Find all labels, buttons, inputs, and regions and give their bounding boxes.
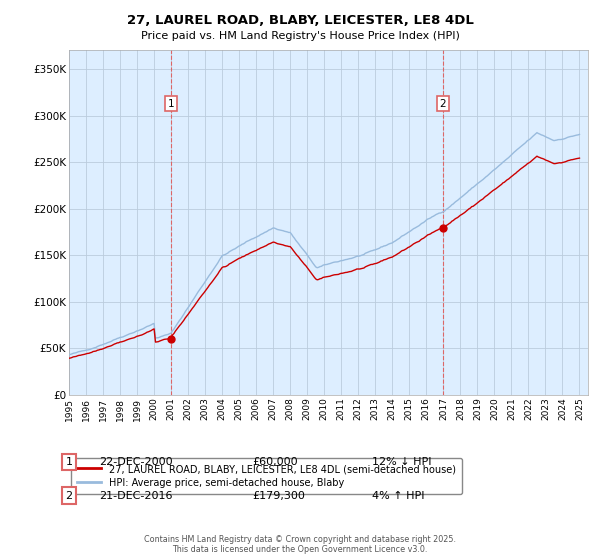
Text: 22-DEC-2000: 22-DEC-2000 [99, 457, 173, 467]
Text: Price paid vs. HM Land Registry's House Price Index (HPI): Price paid vs. HM Land Registry's House … [140, 31, 460, 41]
Text: £60,000: £60,000 [252, 457, 298, 467]
Text: £179,300: £179,300 [252, 491, 305, 501]
Text: 2: 2 [65, 491, 73, 501]
Legend: 27, LAUREL ROAD, BLABY, LEICESTER, LE8 4DL (semi-detached house), HPI: Average p: 27, LAUREL ROAD, BLABY, LEICESTER, LE8 4… [71, 458, 462, 494]
Text: 21-DEC-2016: 21-DEC-2016 [99, 491, 173, 501]
Text: 4% ↑ HPI: 4% ↑ HPI [372, 491, 425, 501]
Text: 27, LAUREL ROAD, BLABY, LEICESTER, LE8 4DL: 27, LAUREL ROAD, BLABY, LEICESTER, LE8 4… [127, 14, 473, 27]
Text: Contains HM Land Registry data © Crown copyright and database right 2025.
This d: Contains HM Land Registry data © Crown c… [144, 535, 456, 554]
Text: 2: 2 [440, 99, 446, 109]
Text: 1: 1 [168, 99, 175, 109]
Text: 12% ↓ HPI: 12% ↓ HPI [372, 457, 431, 467]
Text: 1: 1 [65, 457, 73, 467]
